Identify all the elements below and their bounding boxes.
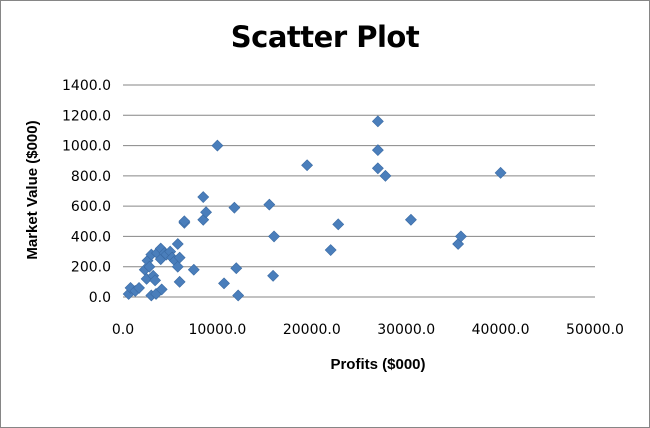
data-point <box>143 260 156 273</box>
data-point <box>149 274 162 287</box>
x-tick-label: 0.0 <box>112 322 134 338</box>
data-point <box>211 139 224 152</box>
data-point <box>404 213 417 226</box>
data-point <box>371 162 384 175</box>
data-point <box>228 201 241 214</box>
data-point <box>371 144 384 157</box>
data-point <box>133 281 145 294</box>
y-tick-label: 600.0 <box>71 199 111 215</box>
data-point <box>301 159 314 172</box>
data-point <box>187 263 200 276</box>
y-tick-label: 200.0 <box>71 260 111 276</box>
data-point <box>494 166 507 179</box>
data-point <box>155 283 168 296</box>
data-point <box>200 206 212 219</box>
y-tick-label: 400.0 <box>71 229 111 245</box>
data-point <box>197 191 210 203</box>
data-point <box>324 244 337 256</box>
data-point <box>263 198 276 211</box>
x-tick-label: 10000.0 <box>188 322 246 338</box>
x-tick-label: 40000.0 <box>472 322 530 338</box>
chart-title: Scatter Plot <box>230 20 420 54</box>
x-tick-label: 20000.0 <box>283 322 341 338</box>
y-tick-label: 800.0 <box>71 169 111 185</box>
y-tick-label: 1400.0 <box>62 78 111 94</box>
data-point <box>268 230 280 243</box>
y-tick-label: 0.0 <box>89 290 111 306</box>
data-point <box>178 215 191 228</box>
data-point <box>173 251 186 264</box>
x-tick-label: 50000.0 <box>566 322 624 338</box>
data-point <box>232 289 245 302</box>
data-point <box>267 269 280 282</box>
y-tick-label: 1200.0 <box>62 108 111 124</box>
data-point <box>173 275 186 288</box>
data-point <box>171 238 184 250</box>
data-point <box>455 230 467 243</box>
x-tick-label: 30000.0 <box>377 322 435 338</box>
data-point <box>379 169 392 182</box>
x-axis-label: Profits ($000) <box>330 356 426 373</box>
data-point <box>218 277 230 290</box>
y-tick-label: 1000.0 <box>62 139 111 155</box>
data-point <box>332 218 345 231</box>
data-point <box>230 262 243 275</box>
data-point <box>171 260 184 273</box>
data-point <box>371 115 384 128</box>
